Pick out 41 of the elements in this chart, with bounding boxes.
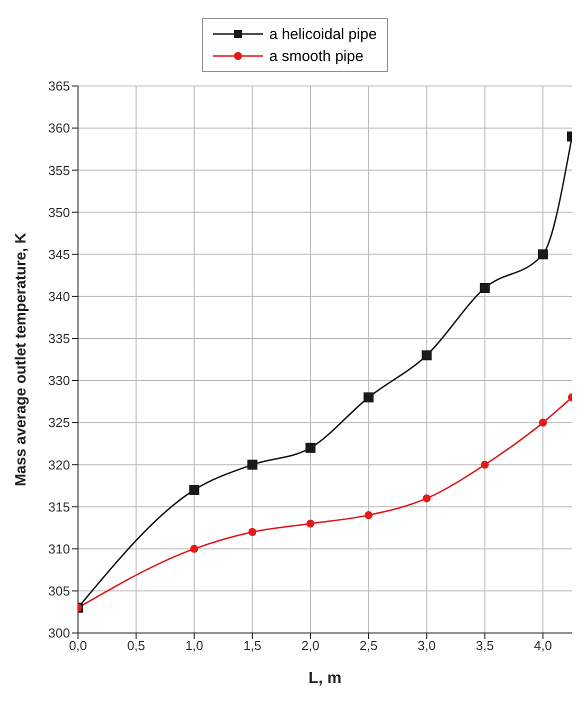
y-tick-label: 360 [48,120,70,136]
x-tick-label: 0,0 [68,638,88,654]
y-tick-label: 340 [48,289,70,304]
y-tick-label: 320 [48,457,70,472]
x-tick-label: 4,0 [534,638,552,654]
point [190,544,198,553]
x-tick-label: 1,0 [185,638,204,654]
point [247,460,258,470]
x-tick-label: 2,0 [301,638,320,654]
point [364,392,374,402]
y-tick-label: 335 [48,331,70,346]
point [480,460,489,469]
y-tick-label: 355 [48,162,70,178]
point [422,350,432,360]
point [305,442,316,453]
y-axis-title: Mass average outlet temperature, K [12,232,30,486]
y-tick-label: 315 [48,499,70,514]
point [480,282,490,293]
legend-label: a helicoidal pipe [269,26,377,42]
x-tick-label: 1,5 [243,638,262,654]
point [248,528,256,536]
x-axis-title: L, m [308,670,342,687]
point [422,494,431,502]
y-tick-label: 350 [48,204,70,220]
x-tick-label: 2,5 [360,638,378,654]
y-tick-label: 300 [48,626,70,641]
legend-label: a smooth pipe [269,48,364,64]
x-tick-label: 0,5 [127,638,146,654]
point [538,249,548,260]
point [189,484,200,495]
x-tick-label: 3,0 [418,638,436,654]
y-tick-label: 305 [48,584,70,599]
point [306,520,314,528]
y-tick-label: 310 [48,541,70,556]
point [364,511,373,520]
y-tick-label: 330 [48,373,70,388]
point [538,418,547,427]
x-tick-label: 3,5 [476,638,494,654]
y-tick-label: 345 [48,246,70,262]
y-tick-label: 325 [48,415,70,430]
y-tick-label: 365 [48,78,70,94]
